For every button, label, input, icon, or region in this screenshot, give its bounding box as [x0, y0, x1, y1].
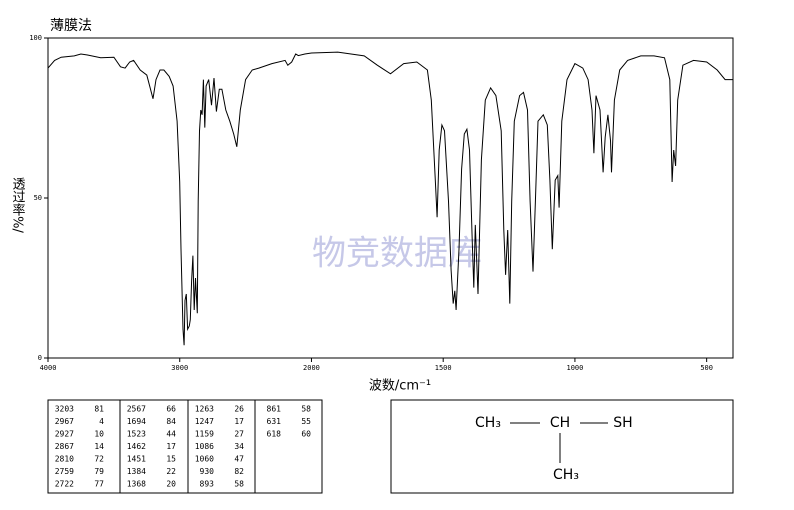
- peak-transmittance: 55: [301, 417, 311, 426]
- peak-transmittance: 58: [234, 480, 244, 489]
- peak-transmittance: 17: [166, 442, 176, 451]
- peak-transmittance: 60: [301, 430, 311, 439]
- x-tick-label: 1500: [435, 364, 452, 372]
- y-tick-label: 0: [38, 354, 42, 362]
- peak-transmittance: 14: [94, 442, 104, 451]
- peak-transmittance: 58: [301, 405, 311, 414]
- peak-wavenumber: 2759: [55, 467, 74, 476]
- plot-frame: [47, 37, 734, 359]
- peak-wavenumber: 1159: [195, 430, 214, 439]
- peak-wavenumber: 930: [200, 467, 215, 476]
- structure-frame: [390, 399, 734, 494]
- atom-label: SH: [613, 415, 632, 431]
- peak-wavenumber: 1368: [127, 480, 146, 489]
- peak-transmittance: 20: [166, 480, 176, 489]
- peak-transmittance: 10: [94, 430, 104, 439]
- peak-transmittance: 77: [94, 480, 104, 489]
- y-axis-label: 透过率%/: [10, 177, 26, 233]
- peak-transmittance: 72: [94, 455, 104, 464]
- peak-wavenumber: 618: [267, 430, 282, 439]
- peak-transmittance: 81: [94, 405, 104, 414]
- peak-wavenumber: 893: [200, 480, 215, 489]
- x-tick-label: 500: [700, 364, 713, 372]
- chart-title: 薄膜法: [50, 18, 92, 34]
- peak-wavenumber: 2967: [55, 417, 74, 426]
- peak-wavenumber: 1060: [195, 455, 214, 464]
- peak-wavenumber: 1694: [127, 417, 146, 426]
- x-tick-label: 4000: [40, 364, 57, 372]
- atom-label: CH₃: [475, 415, 501, 431]
- peak-transmittance: 66: [166, 405, 176, 414]
- x-tick-label: 1000: [566, 364, 583, 372]
- peak-wavenumber: 1247: [195, 417, 214, 426]
- x-tick-label: 2000: [303, 364, 320, 372]
- x-tick-label: 3000: [171, 364, 188, 372]
- atom-label: CH: [550, 415, 570, 431]
- peak-wavenumber: 861: [267, 405, 282, 414]
- peak-wavenumber: 2810: [55, 455, 74, 464]
- peak-transmittance: 34: [234, 442, 244, 451]
- peak-wavenumber: 2927: [55, 430, 74, 439]
- peak-transmittance: 17: [234, 417, 244, 426]
- peak-transmittance: 84: [166, 417, 176, 426]
- peak-wavenumber: 2567: [127, 405, 146, 414]
- peak-wavenumber: 2722: [55, 480, 74, 489]
- y-tick-label: 50: [34, 194, 42, 202]
- peak-wavenumber: 1451: [127, 455, 146, 464]
- peak-transmittance: 47: [234, 455, 244, 464]
- peak-wavenumber: 2867: [55, 442, 74, 451]
- y-tick-label: 100: [29, 34, 42, 42]
- peak-wavenumber: 1086: [195, 442, 214, 451]
- x-axis-label: 波数/cm⁻¹: [369, 379, 431, 394]
- watermark: 物竞数据库: [312, 234, 482, 274]
- peak-wavenumber: 3203: [55, 405, 74, 414]
- peak-transmittance: 44: [166, 430, 176, 439]
- atom-label: CH₃: [553, 467, 579, 483]
- spectrum-line: [47, 51, 733, 346]
- peak-transmittance: 82: [234, 467, 244, 476]
- peak-transmittance: 79: [94, 467, 104, 476]
- peak-transmittance: 26: [234, 405, 244, 414]
- peak-wavenumber: 631: [267, 417, 282, 426]
- peak-transmittance: 15: [166, 455, 176, 464]
- peak-transmittance: 27: [234, 430, 244, 439]
- peak-wavenumber: 1523: [127, 430, 146, 439]
- peak-wavenumber: 1384: [127, 467, 146, 476]
- peak-wavenumber: 1462: [127, 442, 146, 451]
- peak-table-frame: [47, 399, 323, 494]
- peak-transmittance: 22: [166, 467, 176, 476]
- peak-transmittance: 4: [99, 417, 104, 426]
- peak-wavenumber: 1263: [195, 405, 214, 414]
